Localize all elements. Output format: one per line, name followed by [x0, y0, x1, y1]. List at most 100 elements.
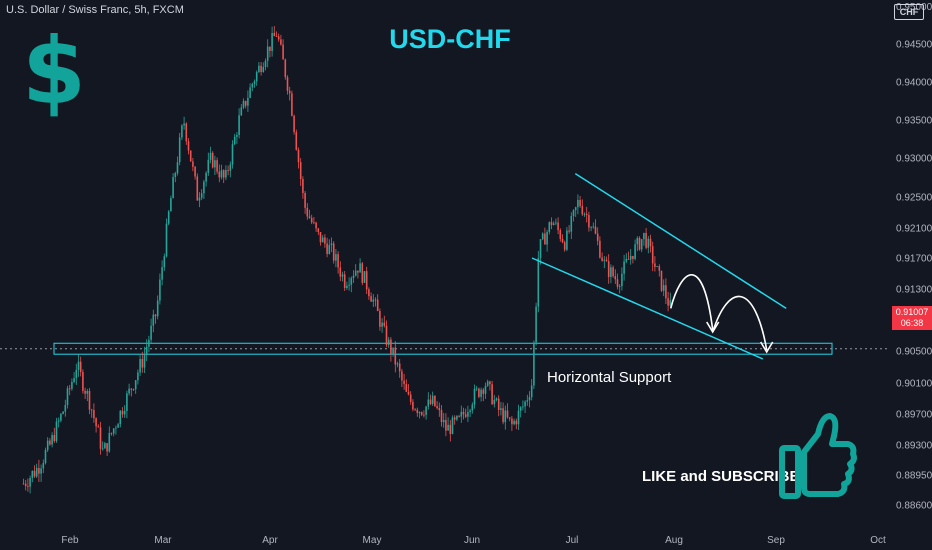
candle-body — [95, 418, 97, 427]
candle-body — [524, 401, 526, 407]
candle — [189, 150, 192, 162]
candle — [27, 478, 29, 492]
bar-countdown: 06:38 — [900, 318, 924, 328]
candle — [299, 158, 302, 186]
candle — [623, 254, 625, 281]
candle-body — [425, 406, 427, 415]
price-tick-label: 0.90500 — [896, 347, 932, 358]
candle — [51, 432, 53, 448]
candle — [396, 361, 399, 368]
candle — [656, 265, 658, 268]
candle — [244, 100, 247, 109]
candle-body — [396, 363, 399, 365]
candle-body — [262, 67, 265, 72]
candle — [145, 339, 148, 361]
candle — [280, 34, 282, 46]
candle-body — [541, 233, 544, 240]
candle — [504, 405, 507, 430]
candle-body — [71, 382, 73, 389]
candle — [478, 387, 480, 399]
candle — [181, 124, 183, 141]
candle — [442, 412, 445, 428]
candle — [599, 236, 601, 259]
candle-body — [97, 426, 100, 428]
candle — [462, 407, 465, 420]
candle — [546, 229, 548, 252]
candle-body — [196, 176, 199, 201]
candle-body — [530, 385, 533, 398]
candle-body — [187, 141, 190, 151]
candle — [561, 234, 564, 244]
currency-badge[interactable]: CHF — [894, 4, 924, 20]
candle-body — [610, 267, 612, 278]
candle — [363, 271, 366, 284]
candle — [453, 415, 456, 425]
candle-body — [629, 255, 632, 260]
candle — [387, 336, 390, 348]
candle — [97, 424, 100, 428]
candle — [159, 273, 161, 305]
candle-body — [555, 222, 557, 224]
candle-body — [148, 339, 150, 347]
candle — [130, 388, 133, 397]
candle — [282, 39, 284, 60]
candle-body — [491, 384, 493, 405]
candle-body — [583, 213, 586, 215]
candle — [134, 379, 137, 394]
candle-body — [306, 207, 309, 217]
candle — [172, 173, 174, 199]
candle — [198, 192, 201, 208]
candle — [288, 86, 291, 101]
candle-body — [398, 363, 401, 372]
candle — [291, 90, 293, 117]
candle — [40, 464, 42, 482]
candle-body — [647, 238, 650, 248]
candle — [605, 256, 608, 262]
candle-body — [662, 285, 665, 291]
candle-body — [577, 200, 579, 208]
candle-body — [517, 410, 520, 425]
candle — [398, 358, 401, 378]
price-tick-label: 0.90100 — [896, 379, 932, 390]
symbol-label[interactable]: U.S. Dollar / Swiss Franc, 5h, FXCM — [6, 4, 184, 16]
candle — [82, 369, 84, 394]
candle-body — [198, 197, 201, 201]
candle — [348, 277, 350, 291]
candle — [425, 405, 427, 420]
candle — [607, 254, 610, 284]
candle — [139, 354, 141, 376]
candle — [438, 402, 441, 417]
candle — [614, 269, 617, 284]
candle-body — [596, 233, 599, 241]
candle-body — [82, 371, 84, 391]
projection-arrow-2 — [711, 295, 768, 351]
candle-body — [515, 420, 518, 425]
candle-body — [128, 388, 130, 394]
candle — [616, 273, 619, 290]
price-tick-label: 0.89700 — [896, 410, 932, 421]
candle-body — [361, 263, 364, 283]
candle-body — [152, 314, 155, 326]
candle-body — [66, 388, 69, 406]
candle-body — [348, 284, 350, 286]
candle — [500, 402, 502, 416]
candle — [449, 419, 452, 442]
candle — [220, 164, 223, 180]
candle — [526, 394, 529, 406]
candle-body — [132, 389, 135, 390]
candle-body — [379, 311, 381, 327]
candle — [440, 404, 443, 427]
candle — [495, 397, 498, 402]
candle-body — [328, 245, 331, 254]
candle — [649, 234, 652, 253]
price-tick-label: 0.93500 — [896, 116, 932, 127]
candle — [506, 403, 509, 419]
projection-arrows — [669, 274, 774, 354]
candle-body — [227, 169, 229, 171]
candle — [528, 391, 531, 408]
candle — [161, 260, 163, 286]
candle-body — [282, 44, 284, 60]
candle-body — [383, 322, 386, 326]
candle-body — [350, 278, 353, 285]
